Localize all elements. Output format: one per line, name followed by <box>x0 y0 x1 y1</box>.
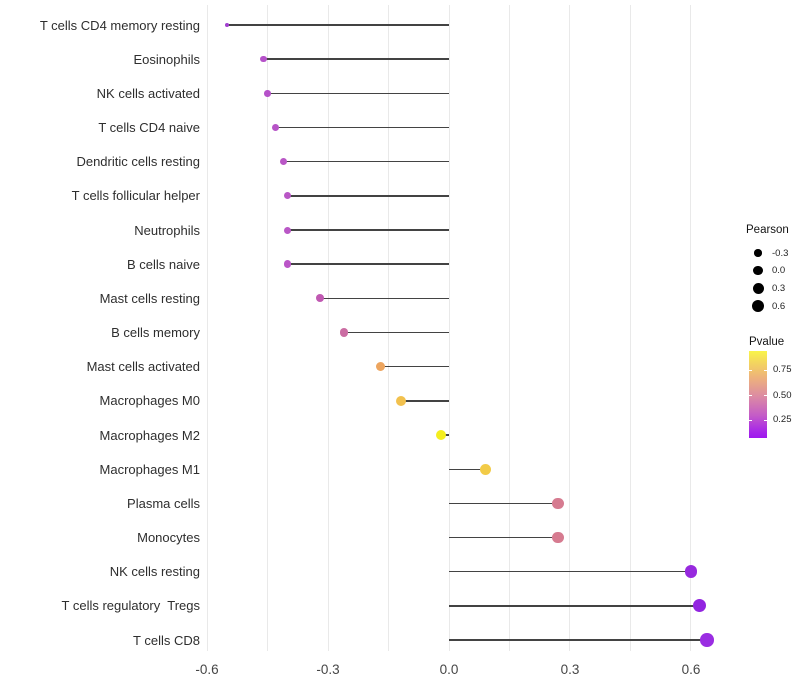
legend-size-label: -0.3 <box>772 247 789 259</box>
gridline <box>267 5 268 651</box>
gridline <box>327 5 329 651</box>
pvalue-colorbar-notch <box>764 395 767 397</box>
lollipop-dot <box>225 23 230 27</box>
category-label: B cells memory <box>111 325 200 341</box>
gridline <box>629 5 631 651</box>
lollipop-stem <box>275 126 449 129</box>
lollipop-dot <box>700 633 714 647</box>
category-label: T cells follicular helper <box>71 188 200 204</box>
lollipop-stem <box>287 195 449 197</box>
pvalue-colorbar <box>749 351 767 438</box>
lollipop-dot <box>272 124 280 131</box>
pvalue-colorbar-notch <box>764 419 767 421</box>
legend-pvalue-title: Pvalue <box>749 336 785 348</box>
lollipop-stem <box>344 331 449 334</box>
category-label: Plasma cells <box>127 495 200 511</box>
x-axis-tick-label: 0.6 <box>681 662 701 677</box>
category-label: Macrophages M1 <box>99 461 200 477</box>
pvalue-colorbar-notch <box>764 369 767 371</box>
gridline <box>206 5 208 651</box>
lollipop-stem <box>449 605 700 607</box>
category-label: T cells CD8 <box>133 632 200 648</box>
category-label: B cells naive <box>127 256 200 272</box>
category-label: Macrophages M2 <box>99 427 200 443</box>
legend-size-dot <box>751 299 765 313</box>
pvalue-tick-label: 0.50 <box>773 389 792 401</box>
lollipop-stem <box>319 297 449 300</box>
legend-size-dot <box>754 249 762 257</box>
legend-size-label: 0.3 <box>772 282 786 294</box>
lollipop-dot <box>552 531 564 544</box>
gridline <box>388 5 389 651</box>
lollipop-stem <box>380 366 449 368</box>
gridline <box>508 5 510 651</box>
category-label: Mast cells activated <box>86 359 200 375</box>
category-label: T cells regulatory Tregs <box>61 598 200 614</box>
lollipop-stem <box>227 24 449 26</box>
lollipop-dot <box>284 226 292 234</box>
lollipop-dot <box>479 463 491 475</box>
lollipop-stem <box>449 468 486 470</box>
pvalue-colorbar-notch <box>749 419 752 421</box>
gridline <box>448 5 450 651</box>
gridline <box>690 5 692 651</box>
pvalue-tick-label: 0.75 <box>773 364 792 376</box>
lollipop-stem <box>263 58 449 60</box>
x-axis-tick-label: -0.3 <box>316 662 340 677</box>
lollipop-dot <box>264 90 271 97</box>
lollipop-stem <box>283 160 449 163</box>
category-label: T cells CD4 naive <box>98 120 200 135</box>
lollipop-dot <box>395 395 406 406</box>
lollipop-stem <box>400 400 449 402</box>
lollipop-stem <box>267 92 449 95</box>
lollipop-dot <box>435 430 446 441</box>
lollipop-dot <box>315 294 324 303</box>
category-label: T cells CD4 memory resting <box>39 17 200 33</box>
x-axis-tick-label: -0.6 <box>195 662 219 677</box>
lollipop-stem <box>449 502 558 505</box>
category-label: Neutrophils <box>134 222 200 238</box>
lollipop-dot <box>280 158 288 166</box>
lollipop-dot <box>283 260 292 268</box>
lollipop-stem <box>449 639 708 641</box>
category-label: Dendritic cells resting <box>76 154 200 170</box>
legend-size-dot <box>753 265 763 276</box>
category-label: Monocytes <box>137 530 200 546</box>
x-axis-tick-label: 0.3 <box>560 662 580 677</box>
lollipop-dot <box>260 55 267 63</box>
category-label: Eosinophils <box>133 51 201 67</box>
category-label: NK cells resting <box>109 564 200 580</box>
category-label: Mast cells resting <box>99 290 200 306</box>
pvalue-colorbar-notch <box>749 369 752 371</box>
lollipop-dot <box>284 192 292 200</box>
legend-size-dot <box>752 282 764 294</box>
legend-size-label: 0.6 <box>772 300 786 312</box>
lollipop-dot <box>375 361 386 372</box>
x-axis-tick-label: 0.0 <box>439 662 459 677</box>
pvalue-colorbar-notch <box>749 395 752 397</box>
gridline <box>569 5 571 651</box>
lollipop-stem <box>449 536 558 539</box>
lollipop-dot <box>339 328 349 337</box>
lollipop-stem <box>287 229 449 231</box>
legend-size-label: 0.0 <box>772 265 786 277</box>
lollipop-dot <box>684 565 698 578</box>
category-label: Macrophages M0 <box>99 393 200 409</box>
category-label: NK cells activated <box>96 85 200 101</box>
legend-pearson-title: Pearson <box>746 224 789 236</box>
lollipop-dot <box>692 599 706 613</box>
lollipop-stem <box>449 571 691 573</box>
pvalue-tick-label: 0.25 <box>773 414 792 426</box>
lollipop-dot <box>552 497 564 510</box>
lollipop-stem <box>287 263 449 265</box>
